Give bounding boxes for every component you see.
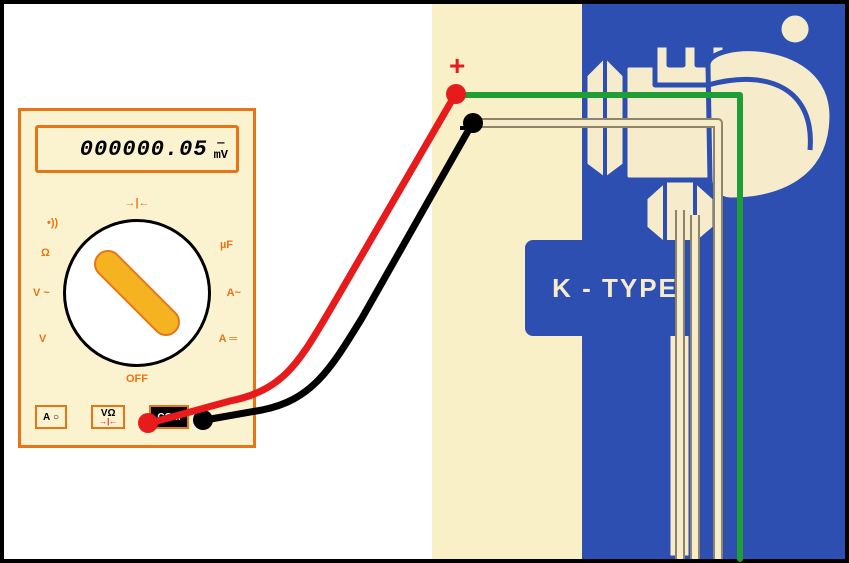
dial-knob[interactable]	[88, 244, 186, 342]
lcd-reading: 000000.05	[46, 137, 214, 162]
port-vohm-bottom: →|←	[99, 418, 117, 425]
dial-label-vac: V ~	[33, 287, 50, 299]
dial-label-continuity: •))	[47, 217, 58, 229]
dial-label-ohm: Ω	[41, 247, 50, 259]
lcd-box: 000000.05 — mV	[35, 125, 239, 173]
rotary-dial[interactable]	[63, 219, 211, 367]
multimeter: 000000.05 — mV →|← •)) Ω V ~ V OFF A ═ A…	[18, 108, 256, 448]
lcd-unit: — mV	[214, 137, 228, 161]
type-badge: K - TYPE	[525, 240, 705, 336]
dial-label-diode: →|←	[124, 197, 149, 209]
port-com-label: COM	[157, 412, 180, 423]
port-amp-hole: ○	[53, 412, 59, 423]
dial-label-adc: A ═	[219, 333, 237, 345]
port-amp[interactable]: A ○	[35, 405, 67, 429]
port-row: A ○ VΩ →|← COM	[35, 403, 239, 431]
dial-label-aac: A~	[227, 287, 241, 299]
dial-label-vdc: V	[39, 333, 46, 345]
minus-marker	[460, 126, 474, 130]
lcd-unit-text: mV	[214, 149, 228, 161]
plus-marker: +	[449, 50, 465, 82]
dial-label-off: OFF	[126, 373, 148, 385]
port-amp-label: A	[43, 412, 50, 423]
port-com[interactable]: COM	[149, 405, 188, 429]
dial-label-uf: µF	[220, 239, 233, 251]
port-vohm[interactable]: VΩ →|←	[91, 405, 125, 429]
type-badge-label: K - TYPE	[552, 273, 678, 304]
